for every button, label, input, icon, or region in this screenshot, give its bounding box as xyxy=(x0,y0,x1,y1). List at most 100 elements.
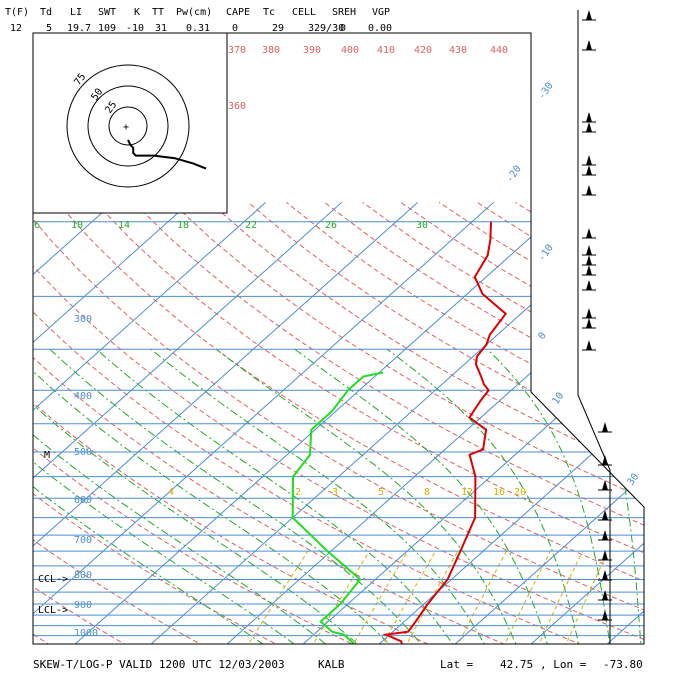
index-label: SREH xyxy=(332,7,356,18)
pressure-label: 800 xyxy=(74,570,92,581)
index-value: 109 xyxy=(98,23,116,34)
wind-barb-flag xyxy=(586,340,592,350)
theta-e-label: 10 xyxy=(71,220,83,231)
wind-barb-flag xyxy=(586,280,592,290)
theta-e-label: 14 xyxy=(118,220,130,231)
station-id: KALB xyxy=(318,658,345,671)
hodograph-center-mark: + xyxy=(123,122,129,133)
index-value: 19.7 xyxy=(67,23,91,34)
temperature-profile xyxy=(382,221,508,644)
theta-e-label: 6 xyxy=(34,220,40,231)
index-value: 0 xyxy=(340,23,346,34)
index-value: -10 xyxy=(126,23,144,34)
wind-barbs xyxy=(577,10,612,644)
index-label: K xyxy=(134,7,140,18)
chart-title: SKEW-T/LOG-P VALID 1200 UTC 12/03/2003 xyxy=(33,658,285,671)
mixing-ratio-label: 4 xyxy=(168,487,174,498)
theta-label: 370 xyxy=(228,45,246,56)
wind-barb-flag xyxy=(602,422,608,432)
wind-barb-flag xyxy=(602,590,608,600)
moist-adiabat xyxy=(215,348,521,644)
mixing-ratio-label: 2 xyxy=(295,487,301,498)
pressure-label: 900 xyxy=(74,600,92,611)
moist-adiabat xyxy=(33,348,369,644)
index-label: CAPE xyxy=(226,7,250,18)
pressure-labels: 300 400 500 600 700 800 900 1000 xyxy=(74,314,98,639)
dry-adiabat xyxy=(33,202,297,644)
wind-barb-flag xyxy=(586,245,592,255)
theta-e-labels: 6 10 14 18 22 26 30 xyxy=(34,220,428,231)
mixing-ratio-line xyxy=(377,550,437,644)
wind-barb-flag xyxy=(586,122,592,132)
index-value: 0.00 xyxy=(368,23,392,34)
index-value: 329/30 xyxy=(308,23,344,34)
pressure-label: 700 xyxy=(74,535,92,546)
hodograph-trace xyxy=(127,139,207,170)
index-label: T(F) xyxy=(5,7,29,18)
dry-adiabat xyxy=(33,202,451,644)
wind-barb-flag xyxy=(602,530,608,540)
isotherm-line xyxy=(291,202,644,644)
isotherm-line xyxy=(33,202,191,644)
wind-barb-flag xyxy=(602,455,608,465)
isotherm-line xyxy=(33,202,419,644)
index-value: 0.31 xyxy=(186,23,210,34)
isotherm-line xyxy=(33,202,39,644)
lat-value: 42.75 xyxy=(500,658,533,671)
wind-barb-flag xyxy=(602,480,608,490)
index-label: Tc xyxy=(263,7,275,18)
wind-barb-flag xyxy=(586,165,592,175)
theta-label: 360 xyxy=(228,101,246,112)
moist-adiabat xyxy=(33,348,308,644)
index-label: TT xyxy=(152,7,164,18)
mixing-ratio-line xyxy=(347,550,409,644)
wind-barb-flag xyxy=(586,265,592,275)
dry-adiabat xyxy=(33,202,142,644)
marker-lcl: LCL-> xyxy=(38,605,68,616)
wind-barb-flag xyxy=(586,155,592,165)
wind-barb-flag xyxy=(586,112,592,122)
moist-adiabat xyxy=(33,348,338,644)
wind-barb-flag xyxy=(602,550,608,560)
index-value: 5 xyxy=(46,23,52,34)
theta-e-label: 26 xyxy=(325,220,337,231)
wind-barb-staff xyxy=(577,10,611,644)
wind-barb-flag xyxy=(586,10,592,20)
isotherm-line xyxy=(33,202,495,644)
wind-barb-flag xyxy=(586,318,592,328)
pressure-label: 500 xyxy=(74,447,92,458)
mixing-ratio-line xyxy=(561,550,609,644)
theta-label: 380 xyxy=(262,45,280,56)
isotherm-line xyxy=(672,202,680,654)
isotherm-line xyxy=(63,202,571,644)
index-value: 31 xyxy=(155,23,167,34)
mixing-ratio-labels: 4 2 3 5 8 12 16 20 xyxy=(168,487,526,498)
theta-label: 400 xyxy=(341,45,359,56)
moist-adiabat xyxy=(33,348,399,644)
mixing-ratio-label: 16 xyxy=(493,487,505,498)
dry-adiabat xyxy=(33,202,644,644)
index-labels: T(F) Td LI SWT K TT Pw(cm) CAPE Tc CELL SREH VGP xyxy=(5,7,390,18)
pressure-label: 400 xyxy=(74,391,92,402)
mixing-ratio-line xyxy=(499,550,551,644)
mixing-ratio-lines xyxy=(241,550,609,644)
marker-m: M xyxy=(44,450,50,461)
index-label: Pw(cm) xyxy=(176,7,212,18)
hodograph-ring-75 xyxy=(66,64,190,188)
index-value: 29 xyxy=(272,23,284,34)
theta-labels: 370 380 390 400 410 420 430 440 360 xyxy=(228,45,508,112)
mixing-ratio-line xyxy=(534,550,584,644)
index-value: 0 xyxy=(232,23,238,34)
pressure-label: 300 xyxy=(74,314,92,325)
hodograph-ring-50 xyxy=(87,85,169,167)
theta-label: 430 xyxy=(449,45,467,56)
index-label: VGP xyxy=(372,7,390,18)
pressure-label: 600 xyxy=(74,495,92,506)
isotherm-line xyxy=(33,202,343,644)
hodograph-ring-25 xyxy=(108,106,148,146)
marker-ccl: CCL-> xyxy=(38,574,68,585)
wind-barb-flag xyxy=(602,510,608,520)
index-value: 12 xyxy=(10,23,22,34)
wind-barb-flag xyxy=(586,40,592,50)
